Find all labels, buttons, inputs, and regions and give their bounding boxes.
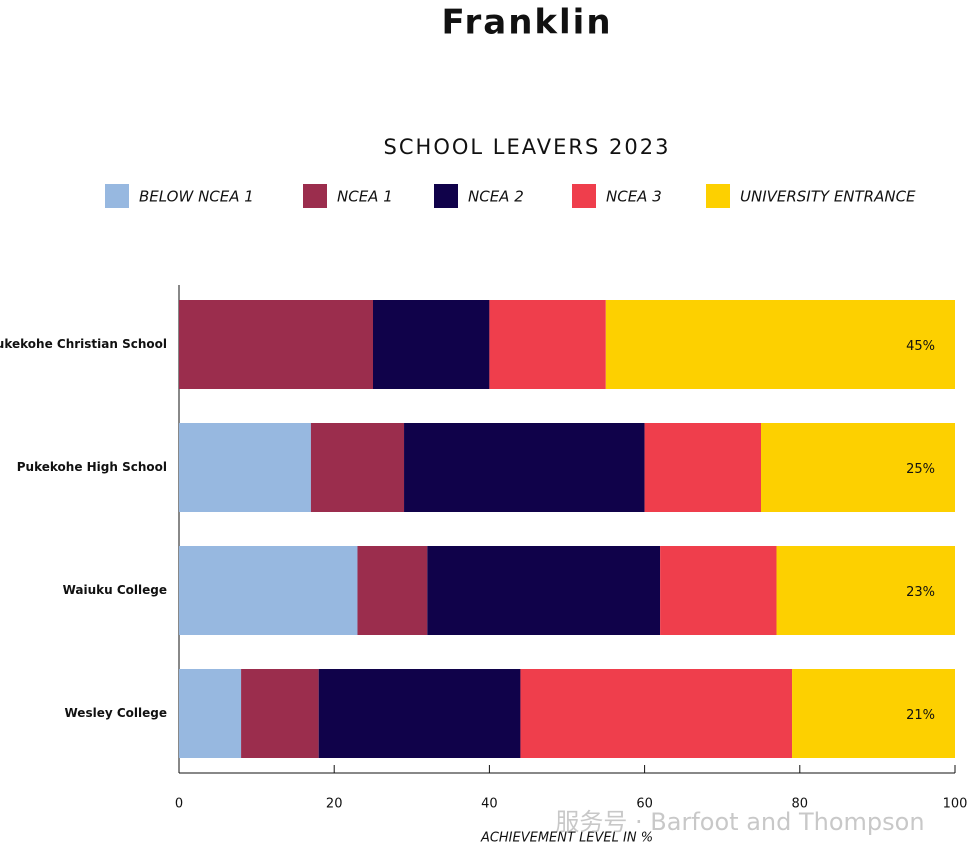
- legend-swatch: [706, 184, 730, 208]
- legend-label: NCEA 2: [468, 188, 524, 206]
- bar-segment: [761, 423, 955, 512]
- y-tick-label: Wesley College: [65, 706, 168, 720]
- bar-segment: [357, 546, 428, 635]
- legend-label: UNIVERSITY ENTRANCE: [740, 188, 916, 206]
- bar-segment: [373, 300, 490, 389]
- x-tick-label: 60: [636, 797, 653, 812]
- x-tick-label: 40: [481, 797, 498, 812]
- legend-swatch: [572, 184, 596, 208]
- bar-segment: [520, 669, 793, 758]
- legend-label: BELOW NCEA 1: [139, 188, 254, 206]
- y-tick-label: Waiuku College: [63, 583, 167, 597]
- value-label: 45%: [906, 339, 935, 354]
- bar-segment: [776, 546, 955, 635]
- bar-segment: [644, 423, 761, 512]
- chart-subtitle: SCHOOL LEAVERS 2023: [384, 135, 671, 159]
- bar-segment: [179, 423, 311, 512]
- bar-segment: [318, 669, 521, 758]
- bar-segment: [179, 546, 358, 635]
- legend-swatch: [303, 184, 327, 208]
- bar-segment: [179, 300, 373, 389]
- watermark: 服务号 · Barfoot and Thompson: [555, 808, 924, 836]
- x-axis-label: ACHIEVEMENT LEVEL IN %: [480, 831, 653, 846]
- bar-segment: [241, 669, 319, 758]
- y-tick-label: Pukekohe Christian School: [0, 337, 167, 351]
- bar-segment: [489, 300, 606, 389]
- bar-segment: [404, 423, 645, 512]
- legend-swatch: [105, 184, 129, 208]
- value-label: 25%: [906, 462, 935, 477]
- bar-segment: [179, 669, 242, 758]
- x-tick-label: 100: [943, 797, 968, 812]
- legend-label: NCEA 3: [606, 188, 662, 206]
- bar-segment: [605, 300, 955, 389]
- bar-segment: [792, 669, 955, 758]
- value-label: 21%: [906, 708, 935, 723]
- bar-segment: [427, 546, 661, 635]
- y-tick-label: Pukekohe High School: [17, 460, 167, 474]
- chart-title: Franklin: [441, 3, 612, 43]
- x-tick-label: 80: [792, 797, 809, 812]
- legend-label: NCEA 1: [337, 188, 393, 206]
- bar-segment: [660, 546, 777, 635]
- x-tick-label: 0: [175, 797, 183, 812]
- x-tick-label: 20: [326, 797, 343, 812]
- bar-segment: [310, 423, 405, 512]
- legend-swatch: [434, 184, 458, 208]
- value-label: 23%: [906, 585, 935, 600]
